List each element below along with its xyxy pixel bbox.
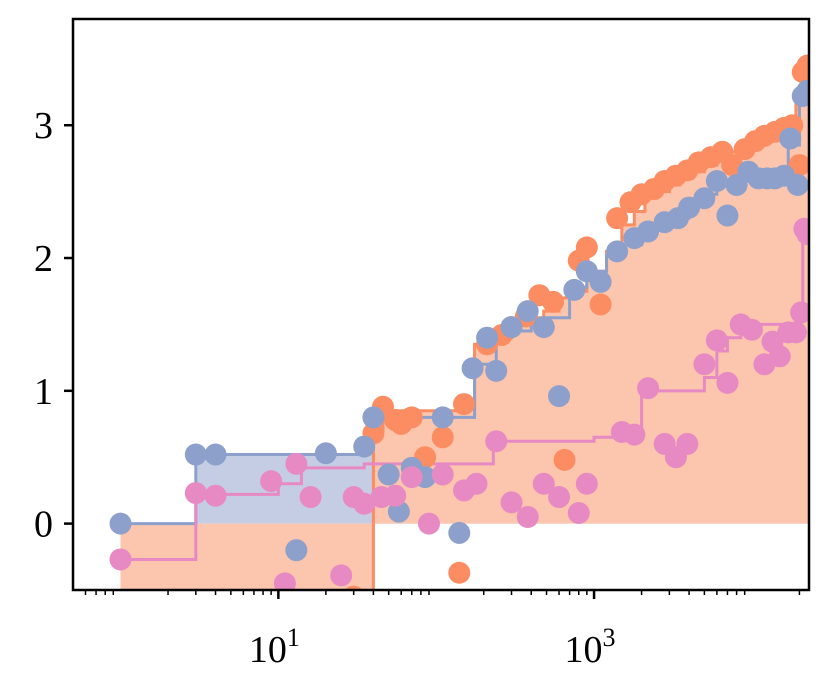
- series-3-point: [273, 572, 296, 590]
- point-layer: [109, 54, 809, 628]
- series-3-point: [567, 501, 590, 524]
- x-tick-label: 101: [249, 623, 300, 671]
- series-3-point: [705, 329, 728, 352]
- series-2-point: [485, 359, 508, 382]
- series-3-point: [790, 301, 809, 324]
- y-tick-label: 2: [34, 238, 53, 280]
- series-2-point: [716, 204, 739, 227]
- series-1-point: [575, 236, 598, 259]
- series-2-point: [204, 443, 227, 466]
- series-3-point: [575, 472, 598, 495]
- series-2-point: [532, 316, 555, 339]
- series-2-point: [285, 539, 308, 562]
- y-tick-label: 3: [34, 105, 53, 147]
- series-1-point: [606, 207, 629, 230]
- series-2-point: [589, 270, 612, 293]
- series-3-point: [500, 491, 523, 514]
- series-3-point: [740, 318, 763, 341]
- series-2-point: [184, 443, 207, 466]
- series-2-point: [705, 170, 728, 193]
- series-1-point: [431, 426, 454, 449]
- series-3-point: [431, 463, 454, 486]
- axes-layer: 0 1 2 3 101 103: [34, 105, 801, 671]
- x-tick-label: 103: [565, 623, 616, 671]
- series-2-point: [796, 79, 809, 102]
- series-2-point: [563, 278, 586, 301]
- series-2-point: [548, 385, 571, 408]
- series-3-point: [485, 430, 508, 453]
- series-2-point: [377, 463, 400, 486]
- series-3-point: [400, 466, 423, 489]
- series-1-point: [448, 561, 471, 584]
- y-tick-label: 1: [34, 371, 53, 413]
- series-2-point: [606, 240, 629, 263]
- series-2-point: [786, 173, 809, 196]
- series-1-point: [553, 448, 576, 471]
- series-2-point: [779, 127, 802, 150]
- series-2-point: [637, 220, 660, 243]
- series-3-point: [260, 470, 283, 493]
- series-3-point: [184, 482, 207, 505]
- series-3-point: [384, 484, 407, 507]
- series-2-point: [353, 435, 376, 458]
- series-3-point: [623, 423, 646, 446]
- series-3-point: [693, 353, 716, 376]
- series-3-point: [548, 486, 571, 509]
- series-3-point: [516, 505, 539, 528]
- series-2-point: [109, 512, 132, 535]
- series-2-point: [431, 406, 454, 429]
- series-1-point: [453, 393, 476, 416]
- series-3-point: [353, 492, 376, 515]
- series-2-point: [476, 326, 499, 349]
- series-3-point: [784, 321, 807, 344]
- y-tick-label: 0: [34, 504, 53, 546]
- series-2-point: [516, 300, 539, 323]
- plot-frame: [71, 17, 811, 592]
- series-1-point: [796, 54, 809, 77]
- series-1-point: [542, 290, 565, 313]
- series-3-point: [465, 472, 488, 495]
- series-1-point: [110, 606, 132, 628]
- series-2-point: [314, 442, 337, 465]
- series-2-point: [362, 406, 385, 429]
- series-1-point: [400, 406, 423, 429]
- series-3-point: [532, 472, 555, 495]
- series-3-point: [285, 452, 308, 475]
- series-2-point: [500, 316, 523, 339]
- series-3-point: [299, 486, 322, 509]
- series-2-point: [693, 187, 716, 210]
- series-2-point: [448, 521, 471, 544]
- series-3-point: [796, 223, 809, 246]
- series-3-point: [637, 377, 660, 400]
- series-3-point: [109, 548, 132, 571]
- series-3-point: [417, 512, 440, 535]
- series-3-point: [716, 371, 739, 394]
- series-3-point: [676, 432, 699, 455]
- series-1-area: [120, 65, 809, 590]
- fill-layer: [120, 65, 809, 590]
- series-1-point: [589, 293, 612, 316]
- series-2-point: [461, 357, 484, 380]
- series-3-point: [330, 564, 353, 587]
- series-3-point: [204, 484, 227, 507]
- series-3-point: [768, 345, 791, 368]
